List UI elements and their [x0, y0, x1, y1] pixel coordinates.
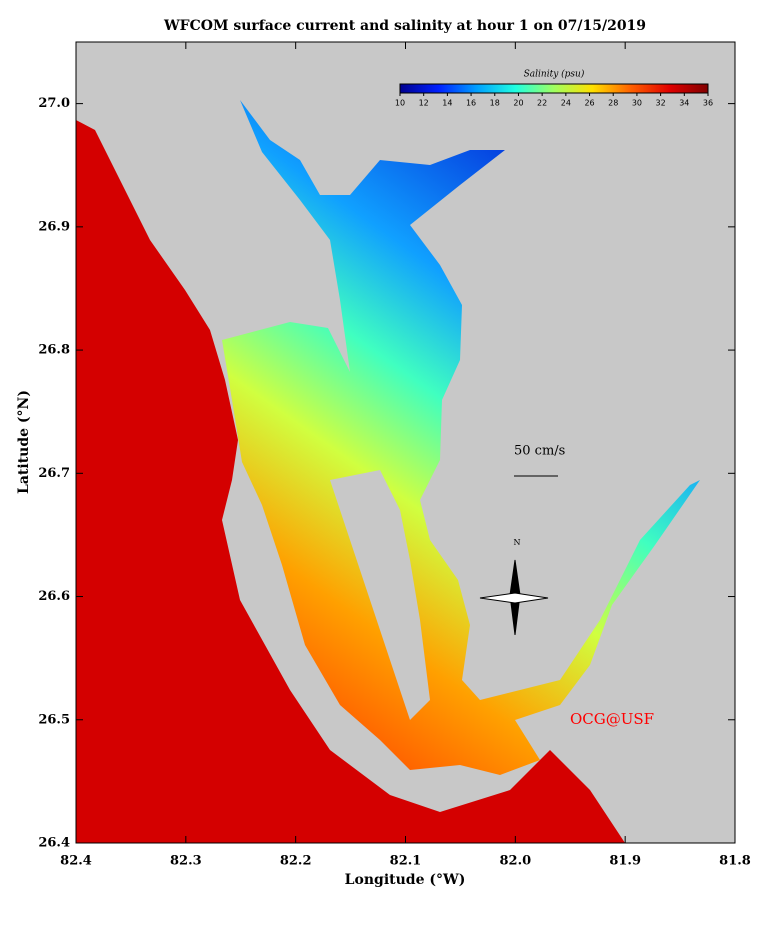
colorbar-tick-label: 20 — [513, 99, 523, 108]
colorbar-tick-label: 22 — [537, 99, 547, 108]
x-tick-label: 82.0 — [499, 854, 531, 869]
x-tick-label: 82.2 — [280, 854, 312, 869]
colorbar-tick-label: 30 — [632, 99, 642, 108]
colorbar-label: Salinity (psu) — [524, 69, 585, 80]
credit: OCG@USF — [570, 710, 654, 728]
island — [330, 470, 430, 720]
colorbar-tick-label: 28 — [608, 99, 618, 108]
y-axis-label: Latitude (°N) — [16, 390, 32, 494]
x-tick-label: 82.1 — [390, 854, 422, 869]
y-tick-label: 26.8 — [38, 343, 70, 358]
harbor — [222, 100, 700, 775]
colorbar-tick-label: 14 — [442, 99, 452, 108]
colorbar-tick-label: 12 — [419, 99, 429, 108]
chart-title: WFCOM surface current and salinity at ho… — [163, 18, 646, 34]
x-tick-label: 81.9 — [609, 854, 641, 869]
x-tick-label: 81.8 — [719, 854, 751, 869]
colorbar-tick-label: 26 — [584, 99, 594, 108]
colorbar-tick-label: 16 — [466, 99, 476, 108]
y-tick-label: 26.6 — [38, 589, 70, 604]
y-tick-label: 26.4 — [38, 836, 70, 851]
north-label: N — [514, 538, 521, 547]
north-arrow — [479, 559, 549, 636]
x-axis-label: Longitude (°W) — [345, 872, 466, 888]
colorbar-tick-label: 36 — [703, 99, 713, 108]
colorbar-tick-label: 18 — [490, 99, 500, 108]
scale-label: 50 cm/s — [514, 444, 565, 459]
colorbar — [399, 83, 709, 94]
y-tick-label: 26.5 — [38, 712, 70, 727]
colorbar-tick-label: 34 — [679, 99, 689, 108]
x-tick-label: 82.3 — [170, 854, 202, 869]
y-tick-label: 26.9 — [38, 219, 70, 234]
colorbar-tick-label: 24 — [561, 99, 571, 108]
gulf — [76, 120, 625, 843]
map — [76, 42, 735, 843]
y-tick-label: 27.0 — [38, 96, 70, 111]
colorbar-tick-label: 32 — [656, 99, 666, 108]
x-tick-label: 82.4 — [60, 854, 92, 869]
colorbar-tick-label: 10 — [395, 99, 405, 108]
y-tick-label: 26.7 — [38, 466, 70, 481]
